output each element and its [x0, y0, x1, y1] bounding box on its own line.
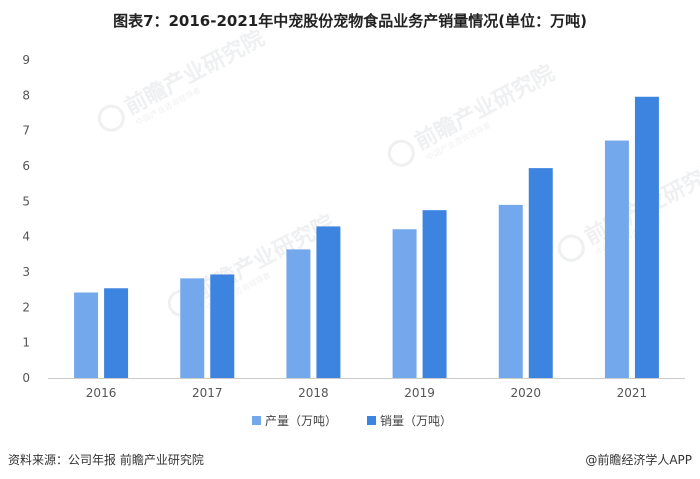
bar-sales	[316, 226, 341, 378]
y-tick-label: 5	[22, 194, 30, 208]
bar-production	[74, 292, 99, 378]
bar-production	[498, 204, 523, 378]
y-axis: 0 1 2 3 4 5 6 7 8 9	[22, 53, 30, 385]
x-tick-label: 2018	[298, 386, 329, 400]
bars	[74, 96, 659, 378]
source-note: 资料来源：公司年报 前瞻产业研究院	[8, 453, 204, 467]
watermark-subtext: 中国产业咨询领导者	[424, 120, 492, 163]
watermark-logo-icon	[387, 139, 415, 167]
credit-note: @前瞻经济学人APP	[585, 453, 692, 467]
bar-sales	[422, 210, 447, 378]
x-tick-label: 2019	[404, 386, 435, 400]
y-tick-label: 7	[22, 124, 30, 138]
watermark-logo-icon	[557, 234, 585, 262]
y-tick-label: 1	[22, 336, 30, 350]
x-tick-label: 2021	[617, 386, 648, 400]
watermark-subtext: 中国产业咨询领导者	[134, 85, 202, 128]
bar-sales	[104, 288, 129, 378]
legend-label: 销量（万吨）	[380, 414, 452, 428]
bar-sales	[210, 274, 235, 378]
watermark-text: 前瞻产业研究院	[411, 60, 559, 155]
y-tick-label: 4	[22, 230, 30, 244]
x-tick-label: 2016	[86, 386, 117, 400]
y-tick-label: 8	[22, 88, 30, 102]
legend-label: 产量（万吨）	[265, 414, 337, 428]
bar-production	[604, 140, 629, 378]
legend: 产量（万吨） 销量（万吨）	[252, 414, 452, 428]
x-axis: 2016 2017 2018 2019 2020 2021	[48, 378, 685, 400]
bar-production	[286, 249, 311, 378]
bar-production	[392, 229, 417, 378]
watermark-logo-icon	[97, 104, 125, 132]
y-tick-label: 6	[22, 159, 30, 173]
x-tick-label: 2017	[192, 386, 223, 400]
y-tick-label: 9	[22, 53, 30, 67]
legend-swatch	[367, 416, 376, 425]
y-tick-label: 2	[22, 300, 30, 314]
bar-sales	[634, 96, 659, 378]
x-tick-label: 2020	[510, 386, 541, 400]
y-tick-label: 0	[22, 371, 30, 385]
watermark-text: 前瞻产业研究院	[121, 25, 269, 120]
legend-swatch	[252, 416, 261, 425]
bar-sales	[528, 168, 553, 378]
bar-production	[180, 278, 205, 378]
y-tick-label: 3	[22, 265, 30, 279]
chart-title: 图表7：2016-2021年中宠股份宠物食品业务产销量情况(单位：万吨)	[113, 12, 587, 30]
